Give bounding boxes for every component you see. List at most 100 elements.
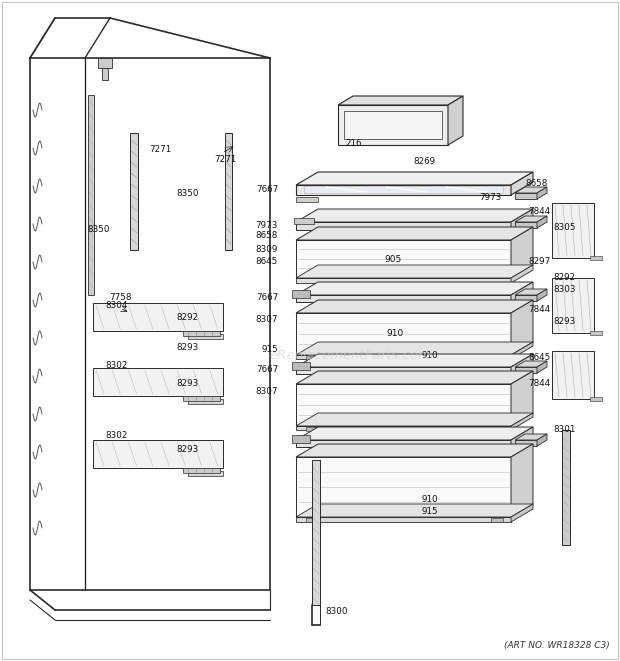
Polygon shape [552,351,594,399]
Polygon shape [296,413,533,426]
Polygon shape [511,444,533,517]
Polygon shape [296,227,533,240]
Text: 910: 910 [386,329,404,338]
Polygon shape [511,227,533,278]
Polygon shape [296,444,533,457]
Text: eReplacementParts.com: eReplacementParts.com [269,348,431,362]
Polygon shape [537,434,547,446]
Text: 8297: 8297 [528,258,551,266]
Polygon shape [296,427,533,440]
Polygon shape [225,133,232,250]
Polygon shape [491,427,503,431]
Text: 7667: 7667 [255,366,278,375]
Text: 7973: 7973 [255,221,278,229]
Polygon shape [183,331,220,336]
Text: 915: 915 [262,346,278,354]
Text: 910: 910 [422,350,438,360]
Text: 8305: 8305 [553,223,575,233]
Polygon shape [511,209,533,230]
Polygon shape [511,371,533,426]
Text: 8302: 8302 [105,430,127,440]
Polygon shape [511,265,533,283]
Polygon shape [552,278,594,333]
Text: 8301: 8301 [553,426,575,434]
Text: 910: 910 [422,496,438,504]
Polygon shape [296,355,511,359]
Text: 7844: 7844 [528,379,551,389]
Text: 8307: 8307 [255,315,278,325]
Polygon shape [292,290,310,298]
Polygon shape [515,187,547,193]
Text: 7271: 7271 [149,145,171,153]
Polygon shape [590,397,602,401]
Polygon shape [296,222,511,230]
Polygon shape [188,399,223,404]
Polygon shape [338,96,463,105]
Text: 216: 216 [345,139,361,149]
Polygon shape [296,384,511,426]
Text: 7758: 7758 [109,293,131,303]
Polygon shape [562,430,570,545]
Text: 8293: 8293 [553,317,575,327]
Polygon shape [102,68,108,80]
Polygon shape [296,371,533,384]
Text: 8303: 8303 [553,286,575,295]
Polygon shape [183,396,220,401]
Polygon shape [515,434,547,440]
Polygon shape [515,295,537,301]
Polygon shape [515,440,537,446]
Polygon shape [296,313,511,355]
Polygon shape [511,300,533,355]
Polygon shape [296,172,533,185]
Polygon shape [306,518,318,522]
Text: 7667: 7667 [255,293,278,303]
Text: 8300: 8300 [325,607,347,617]
Polygon shape [296,300,533,313]
Text: 915: 915 [422,508,438,516]
Polygon shape [188,334,223,339]
Polygon shape [296,342,533,355]
Polygon shape [296,440,511,447]
Text: 8293: 8293 [176,344,198,352]
Polygon shape [296,265,533,278]
Polygon shape [296,278,511,283]
Polygon shape [537,187,547,199]
Polygon shape [304,186,503,193]
Polygon shape [537,216,547,228]
Text: 7844: 7844 [528,305,551,315]
Polygon shape [338,105,448,145]
Polygon shape [511,342,533,359]
Polygon shape [188,471,223,476]
Polygon shape [98,58,112,68]
Polygon shape [511,282,533,302]
Text: 8645: 8645 [528,354,551,362]
Text: 8293: 8293 [176,446,198,455]
Polygon shape [515,216,547,222]
Text: 8292: 8292 [176,313,198,323]
Polygon shape [515,367,537,373]
Text: 7973: 7973 [479,194,501,202]
Polygon shape [88,95,94,295]
Text: 8658: 8658 [255,231,278,239]
Polygon shape [344,111,442,139]
Polygon shape [515,289,547,295]
Polygon shape [292,362,310,370]
Polygon shape [296,367,511,374]
Polygon shape [448,96,463,145]
Polygon shape [515,361,547,367]
Text: 8302: 8302 [105,360,127,369]
Polygon shape [296,517,511,522]
Polygon shape [306,356,318,360]
Text: 8293: 8293 [176,379,198,387]
Polygon shape [296,197,318,202]
Polygon shape [296,457,511,517]
Text: 8645: 8645 [255,258,278,266]
Text: 8307: 8307 [255,387,278,397]
Polygon shape [312,460,320,605]
Polygon shape [292,435,310,443]
Polygon shape [296,295,511,302]
Polygon shape [296,282,533,295]
Polygon shape [537,361,547,373]
Polygon shape [296,209,533,222]
Text: 8269: 8269 [413,157,435,165]
